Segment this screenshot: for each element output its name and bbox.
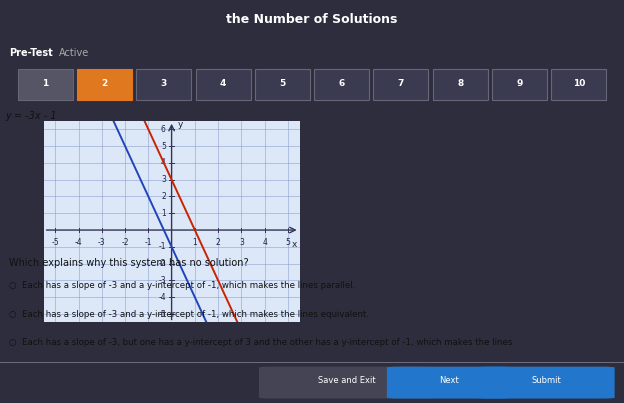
Text: 6: 6 [338, 79, 345, 88]
FancyBboxPatch shape [259, 367, 434, 399]
FancyBboxPatch shape [387, 367, 512, 399]
Text: 3: 3 [160, 79, 167, 88]
Text: y: y [177, 120, 183, 129]
Text: ○  Each has a slope of -3, but one has a y-intercept of 3 and the other has a y-: ○ Each has a slope of -3, but one has a … [9, 338, 513, 347]
Text: y = -3x - 1: y = -3x - 1 [5, 110, 57, 120]
Text: ○  Each has a slope of -3 and a y-intercept of -1, which makes the lines paralle: ○ Each has a slope of -3 and a y-interce… [9, 281, 356, 291]
Text: Submit: Submit [531, 376, 561, 385]
Text: 6: 6 [161, 125, 166, 134]
Text: Next: Next [439, 376, 459, 385]
Text: Pre-Test: Pre-Test [9, 48, 53, 58]
Text: 4: 4 [161, 158, 166, 167]
Text: 1: 1 [42, 79, 49, 88]
FancyBboxPatch shape [196, 69, 251, 100]
Text: Active: Active [59, 48, 89, 58]
Text: Save and Exit: Save and Exit [318, 376, 375, 385]
FancyBboxPatch shape [374, 69, 429, 100]
Text: 10: 10 [573, 79, 585, 88]
Text: 5: 5 [285, 238, 290, 247]
FancyBboxPatch shape [314, 69, 369, 100]
Text: 3: 3 [161, 175, 166, 184]
Text: -5: -5 [158, 310, 166, 318]
Text: 4: 4 [262, 238, 267, 247]
Text: 8: 8 [457, 79, 464, 88]
Text: 5: 5 [161, 141, 166, 151]
Text: 1: 1 [161, 209, 166, 218]
FancyBboxPatch shape [433, 69, 488, 100]
Text: 4: 4 [220, 79, 227, 88]
Text: -3: -3 [158, 276, 166, 285]
Text: x: x [292, 240, 298, 249]
Text: 9: 9 [516, 79, 523, 88]
FancyBboxPatch shape [137, 69, 192, 100]
FancyBboxPatch shape [77, 69, 132, 100]
FancyBboxPatch shape [477, 367, 615, 399]
Text: 1: 1 [192, 238, 197, 247]
Text: 7: 7 [397, 79, 404, 88]
FancyBboxPatch shape [18, 69, 73, 100]
FancyBboxPatch shape [492, 69, 547, 100]
Text: -1: -1 [145, 238, 152, 247]
Text: -2: -2 [158, 259, 166, 268]
Text: the Number of Solutions: the Number of Solutions [227, 13, 397, 27]
Text: Which explains why this system has no solution?: Which explains why this system has no so… [9, 258, 249, 268]
Text: -4: -4 [75, 238, 82, 247]
Text: 2: 2 [216, 238, 220, 247]
Text: -3: -3 [98, 238, 105, 247]
Text: 3: 3 [239, 238, 244, 247]
FancyBboxPatch shape [255, 69, 310, 100]
Text: ○  Each has a slope of -3 and a y-intercept of -1, which makes the lines equival: ○ Each has a slope of -3 and a y-interce… [9, 310, 369, 319]
Text: -5: -5 [52, 238, 59, 247]
Text: -2: -2 [121, 238, 129, 247]
Text: 2: 2 [161, 192, 166, 201]
Text: -1: -1 [158, 242, 166, 251]
FancyBboxPatch shape [552, 69, 607, 100]
Text: 2: 2 [101, 79, 108, 88]
Text: -4: -4 [158, 293, 166, 302]
Text: 5: 5 [279, 79, 286, 88]
